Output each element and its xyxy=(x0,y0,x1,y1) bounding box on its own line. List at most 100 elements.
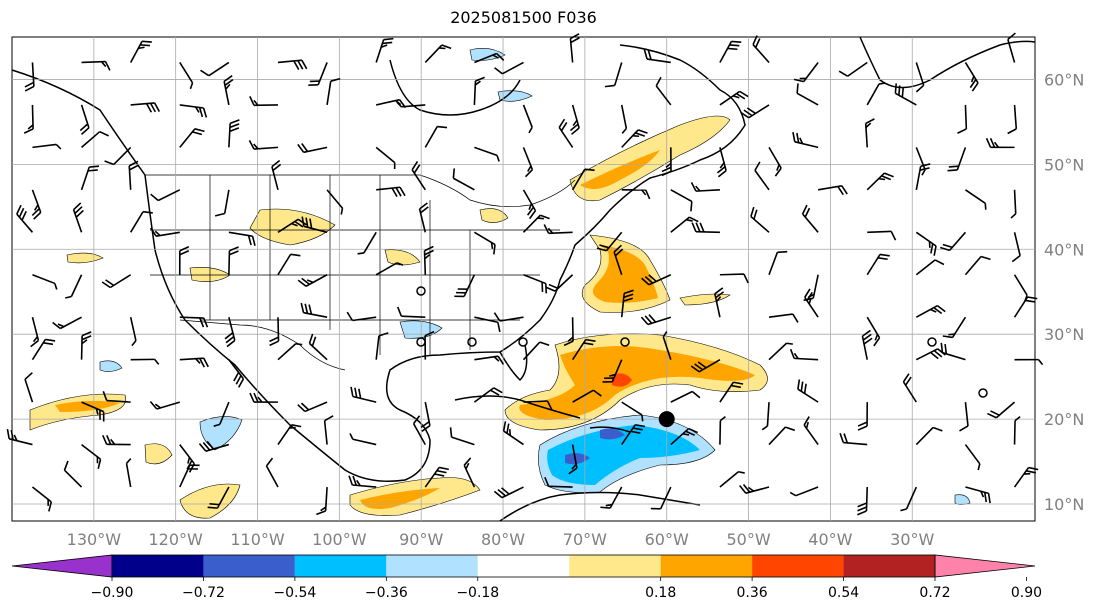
colorbar-tick-label: −0.54 xyxy=(273,585,316,601)
wind-barb xyxy=(719,40,742,63)
lon-label: 110°W xyxy=(230,530,285,549)
wind-barb xyxy=(691,222,720,234)
wind-barb xyxy=(248,139,279,150)
wind-barb xyxy=(80,331,92,360)
wind-barb xyxy=(752,35,770,64)
wind-barb xyxy=(915,231,937,256)
wind-barb xyxy=(940,231,967,252)
coastline-north-america xyxy=(11,44,746,482)
lon-label: 60°W xyxy=(645,530,689,549)
wind-barb xyxy=(81,401,105,422)
wind-barb xyxy=(861,329,873,360)
wind-barb xyxy=(768,313,799,323)
wind-barb xyxy=(32,274,58,290)
wind-barb xyxy=(719,416,726,445)
wind-barb xyxy=(640,314,672,326)
wind-barb xyxy=(864,118,875,148)
colorbar-bin xyxy=(843,555,935,577)
coastline-cuba xyxy=(454,395,581,419)
coastline-hudson xyxy=(389,59,521,116)
wind-barb xyxy=(101,274,132,289)
lon-label: 80°W xyxy=(481,530,525,549)
wind-barb xyxy=(940,342,966,361)
wind-barb xyxy=(128,160,139,190)
wind-barb xyxy=(719,470,745,488)
colorbar-tick-label: 0.90 xyxy=(1011,585,1042,601)
wind-barb xyxy=(23,104,34,134)
coastlines xyxy=(11,36,1036,522)
wind-barb xyxy=(604,62,623,88)
wind-barb xyxy=(965,486,991,504)
shade-positive xyxy=(479,208,509,223)
shade-max xyxy=(612,373,632,387)
lat-label: 40°N xyxy=(1044,240,1084,259)
wind-barb xyxy=(129,317,137,347)
wind-barb xyxy=(474,146,500,162)
wind-barb xyxy=(1011,232,1021,263)
wind-barb xyxy=(789,348,819,361)
wind-barb xyxy=(277,424,302,446)
shade-negative xyxy=(99,360,123,372)
wind-barb xyxy=(643,49,671,64)
wind-barb xyxy=(277,342,303,361)
wind-barb xyxy=(474,316,501,333)
wind-barb xyxy=(16,204,34,233)
wind-barb xyxy=(621,129,648,148)
wind-barb xyxy=(768,250,788,276)
wind-barb xyxy=(125,458,132,488)
wind-barb xyxy=(179,316,209,328)
wind-barb xyxy=(32,143,62,150)
wind-barb xyxy=(207,486,230,509)
calm-circle xyxy=(467,337,477,347)
wind-barb xyxy=(670,216,699,233)
wind-barb xyxy=(866,172,894,191)
wind-barb xyxy=(104,146,132,166)
lon-label: 40°W xyxy=(808,530,852,549)
shade-positive-strong xyxy=(580,150,660,189)
lat-label: 30°N xyxy=(1044,325,1084,344)
colorbar-bin xyxy=(752,555,844,577)
wind-barb xyxy=(947,147,967,172)
lat-label: 10°N xyxy=(1044,495,1084,514)
wind-barb xyxy=(523,400,553,411)
wind-barb xyxy=(24,372,34,403)
wind-barb xyxy=(596,231,623,252)
wind-barb xyxy=(964,62,979,92)
colorbar-tick-label: 0.18 xyxy=(645,585,676,601)
wind-barb xyxy=(571,338,596,361)
wind-barb xyxy=(200,61,230,77)
wind-barb xyxy=(522,189,537,220)
wind-barb xyxy=(670,189,693,212)
wind-barb xyxy=(178,246,190,275)
wind-barb xyxy=(179,104,208,118)
colorbar-extend-low xyxy=(11,554,113,578)
colorbar-tick-label: −0.18 xyxy=(456,585,499,601)
wind-barb xyxy=(959,402,969,432)
wind-barb xyxy=(964,255,991,276)
wind-barb xyxy=(768,426,796,446)
wind-barb xyxy=(793,61,819,83)
lat-label: 20°N xyxy=(1044,410,1084,429)
wind-barb xyxy=(449,427,475,446)
wind-barb xyxy=(620,104,628,134)
wind-barb xyxy=(563,317,574,347)
wind-barb xyxy=(942,316,967,339)
wind-barb xyxy=(179,357,209,368)
coastline-south-america xyxy=(499,491,701,522)
wind-barb xyxy=(346,311,377,322)
wind-barb xyxy=(63,460,83,488)
wind-barb xyxy=(613,244,624,276)
lon-label: 100°W xyxy=(312,530,367,549)
wind-barb xyxy=(796,83,819,106)
calm-circle xyxy=(416,337,426,347)
wind-barb xyxy=(915,426,943,446)
shade-positive-strong xyxy=(592,245,658,303)
colorbar-bin xyxy=(660,555,753,577)
shade-positive xyxy=(144,443,173,465)
lat-label: 50°N xyxy=(1044,155,1084,174)
wind-barb xyxy=(964,444,981,471)
latitude-labels: 60°N 50°N 40°N 30°N 20°N 10°N xyxy=(1044,70,1084,514)
wind-barb xyxy=(661,147,672,177)
lon-label: 130°W xyxy=(67,530,122,549)
lon-label: 120°W xyxy=(149,530,204,549)
